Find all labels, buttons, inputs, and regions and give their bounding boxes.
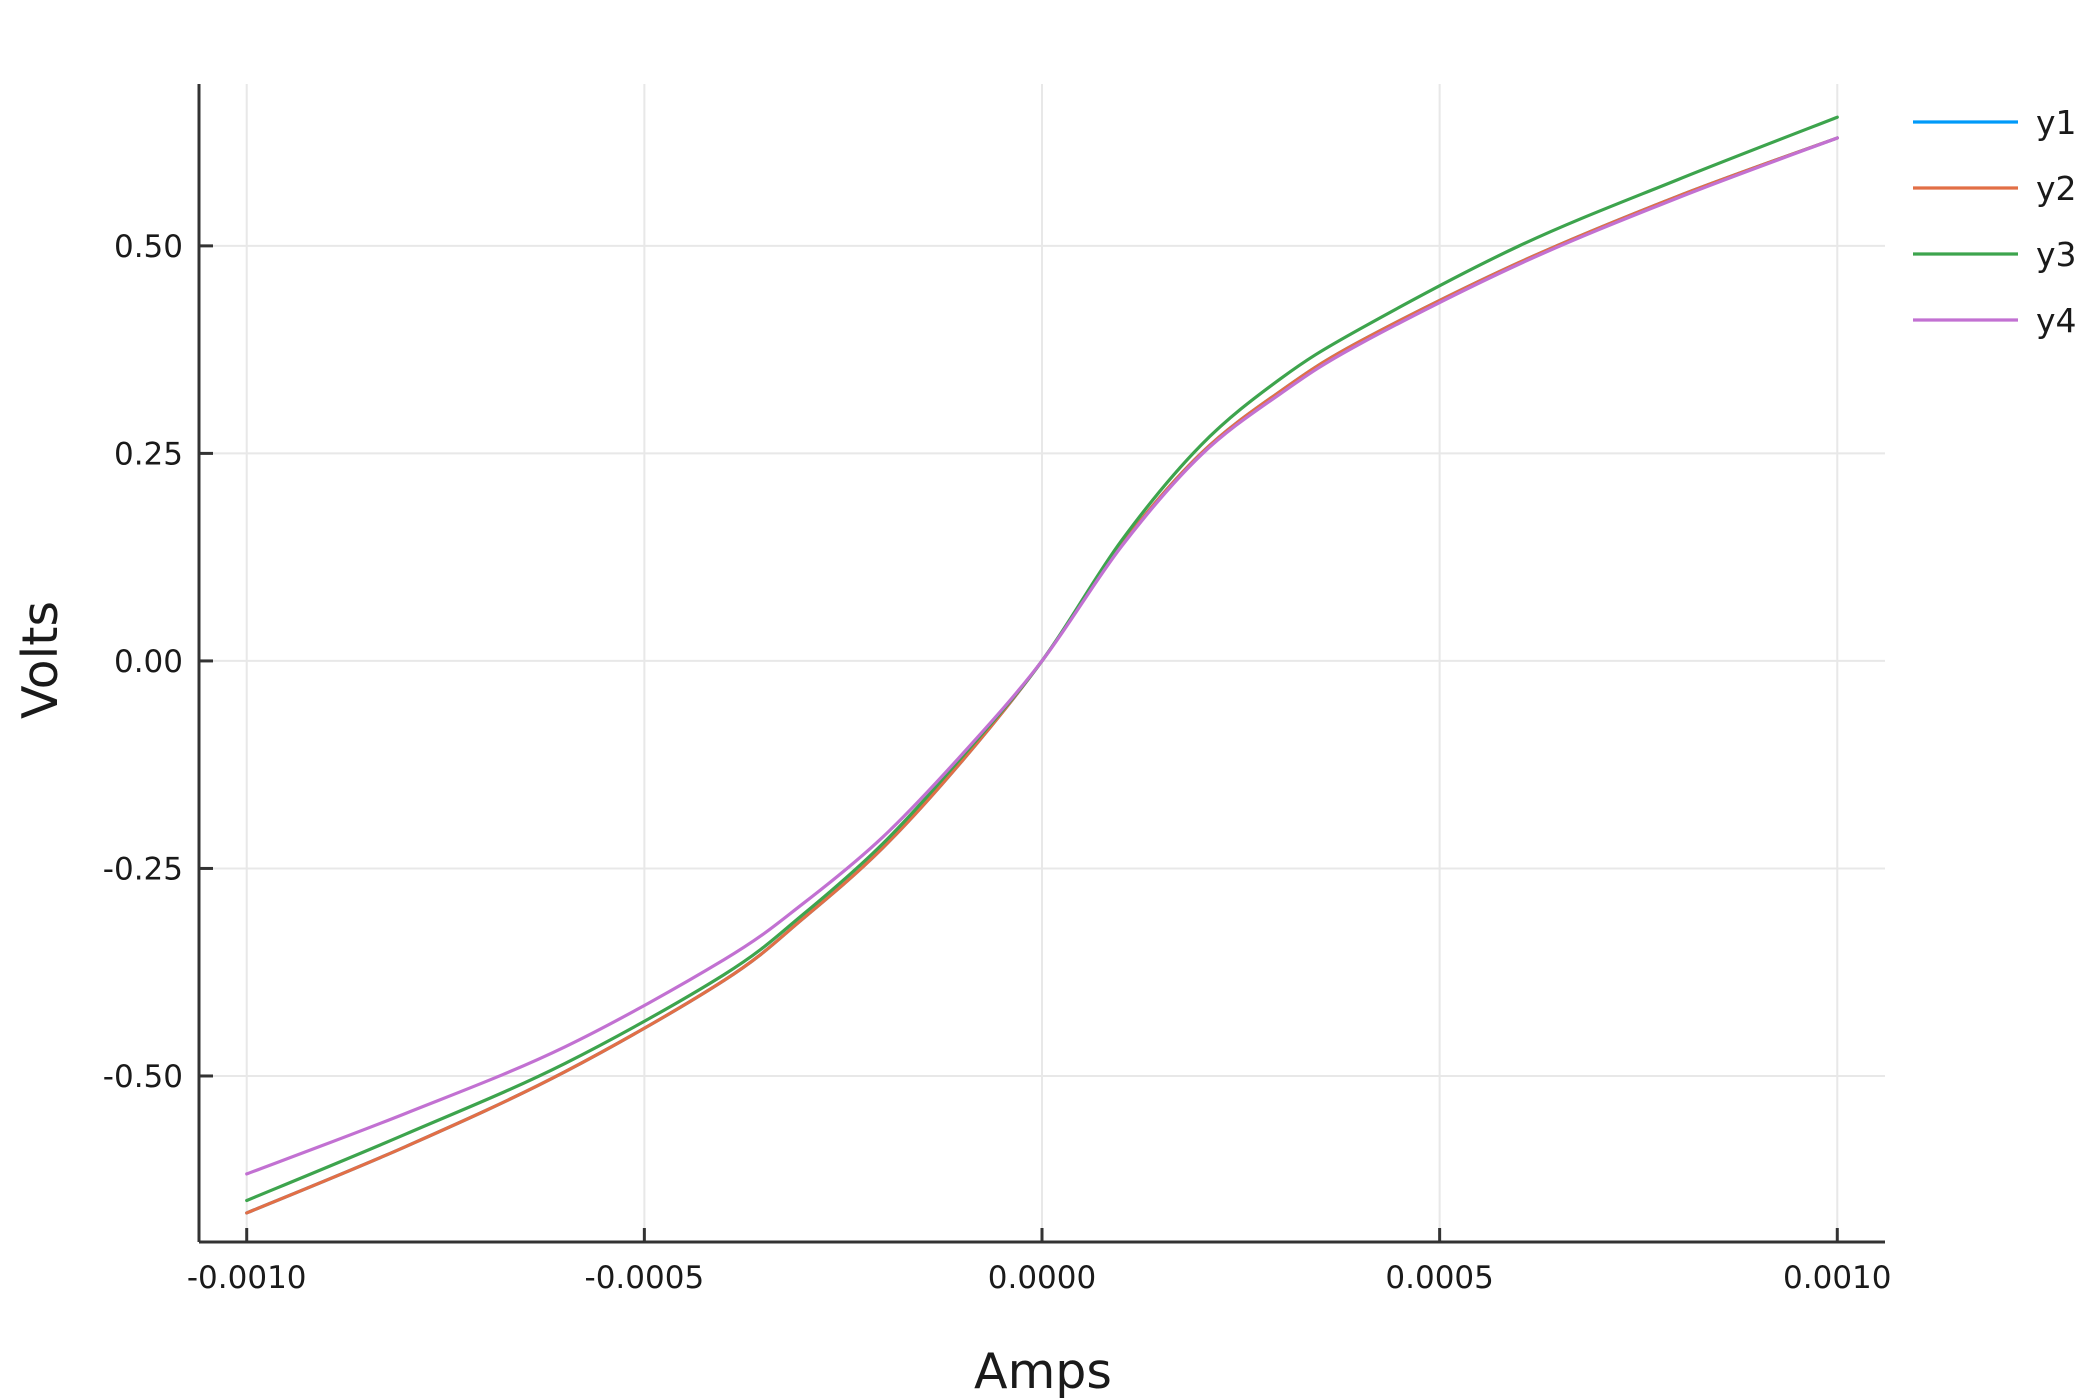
x-tick-label: -0.0005	[585, 1260, 705, 1296]
x-axis-title: Amps	[974, 1343, 1112, 1400]
legend-label-y4: y4	[2036, 301, 2077, 340]
x-tick-label: -0.0010	[187, 1260, 307, 1296]
x-ticks: -0.0010 -0.0005 0.0000 0.0005 0.0010	[187, 1228, 1892, 1296]
legend-label-y3: y3	[2036, 235, 2077, 274]
y-tick-label: 0.25	[114, 436, 183, 472]
y-tick-label: 0.00	[114, 644, 183, 680]
grid	[199, 84, 1885, 1242]
y-axis-title: Volts	[12, 601, 69, 719]
y-ticks: -0.50 -0.25 0.00 0.25 0.50	[103, 229, 213, 1095]
legend-label-y1: y1	[2036, 103, 2077, 142]
legend-label-y2: y2	[2036, 169, 2077, 208]
y-tick-label: 0.50	[114, 229, 183, 265]
x-tick-label: 0.0010	[1783, 1260, 1891, 1296]
x-tick-label: 0.0000	[988, 1260, 1096, 1296]
x-tick-label: 0.0005	[1385, 1260, 1493, 1296]
y-tick-label: -0.25	[103, 851, 183, 887]
y-tick-label: -0.50	[103, 1059, 183, 1095]
series-lines	[245, 115, 1839, 1215]
legend: y1 y2 y3 y4	[1913, 103, 2077, 340]
series-line-y4	[245, 136, 1839, 1176]
